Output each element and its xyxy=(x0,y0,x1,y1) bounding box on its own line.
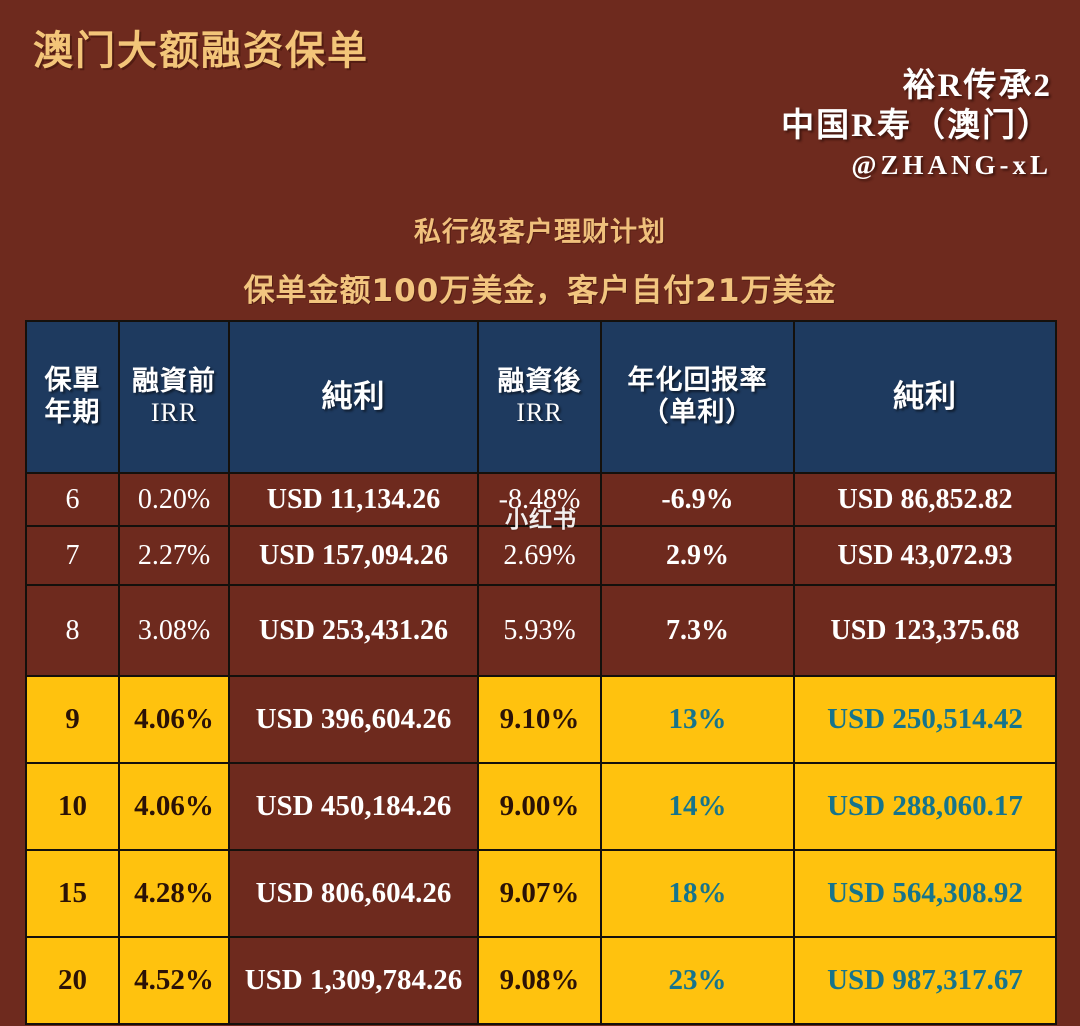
cell-profit-after: USD 86,852.82 xyxy=(793,472,1057,527)
column-header-line-1: 融資前 xyxy=(132,365,216,397)
author-handle: @ZHANG-xL xyxy=(851,149,1052,180)
cell-profit-after: USD 564,308.92 xyxy=(793,849,1057,938)
cell-annualized-return: 13% xyxy=(600,675,795,764)
cell-annualized-return: 2.9% xyxy=(600,525,795,586)
cell-annualized-return: 7.3% xyxy=(600,584,795,677)
cell-irr-before: 4.06% xyxy=(118,675,230,764)
cell-annualized-return: 18% xyxy=(600,849,795,938)
cell-profit-before: USD 806,604.26 xyxy=(228,849,479,938)
cell-profit-before: USD 1,309,784.26 xyxy=(228,936,479,1025)
column-header-irr-after: 融資後 IRR xyxy=(477,320,602,474)
cell-irr-after: -8.48% xyxy=(477,472,602,527)
cell-irr-after: 9.07% xyxy=(477,849,602,938)
column-header-policy-year: 保單 年期 xyxy=(25,320,120,474)
table-row-highlighted: 9 4.06% USD 396,604.26 9.10% 13% USD 250… xyxy=(25,675,1057,764)
subtitle-plan-type: 私行级客户理财计划 xyxy=(414,217,666,248)
cell-irr-before: 4.06% xyxy=(118,762,230,851)
cell-profit-before: USD 157,094.26 xyxy=(228,525,479,586)
cell-irr-after: 2.69% xyxy=(477,525,602,586)
cell-profit-after: USD 288,060.17 xyxy=(793,762,1057,851)
cell-policy-year: 7 xyxy=(25,525,120,586)
brand-block: 裕R传承2 中国R寿（澳门） @ZHANG-xL xyxy=(781,66,1052,181)
column-header-irr-before: 融資前 IRR xyxy=(118,320,230,474)
cell-profit-after: USD 43,072.93 xyxy=(793,525,1057,586)
cell-irr-before: 4.52% xyxy=(118,936,230,1025)
cell-irr-before: 0.20% xyxy=(118,472,230,527)
column-header-latin: IRR xyxy=(516,397,563,427)
table-row-highlighted: 15 4.28% USD 806,604.26 9.07% 18% USD 56… xyxy=(25,849,1057,938)
table-row: 7 2.27% USD 157,094.26 2.69% 2.9% USD 43… xyxy=(25,525,1057,586)
column-header-profit-after: 純利 xyxy=(793,320,1057,474)
cell-profit-after: USD 987,317.67 xyxy=(793,936,1057,1025)
cell-policy-year: 6 xyxy=(25,472,120,527)
cell-irr-after: 9.08% xyxy=(477,936,602,1025)
cell-profit-before: USD 253,431.26 xyxy=(228,584,479,677)
column-header-line-1: 保單 xyxy=(44,365,101,397)
cell-irr-before: 4.28% xyxy=(118,849,230,938)
cell-irr-after: 9.00% xyxy=(477,762,602,851)
cell-policy-year: 10 xyxy=(25,762,120,851)
cell-annualized-return: -6.9% xyxy=(600,472,795,527)
cell-policy-year: 8 xyxy=(25,584,120,677)
column-header-line-1: 純利 xyxy=(893,378,957,415)
column-header-annualized-return: 年化回报率 （单利） xyxy=(600,320,795,474)
cell-profit-before: USD 396,604.26 xyxy=(228,675,479,764)
column-header-line-1: 融資後 xyxy=(497,365,582,397)
cell-profit-after: USD 123,375.68 xyxy=(793,584,1057,677)
policy-returns-table: 保單 年期 融資前 IRR 純利 融資後 IRR 年化回报率 （单利） 純利 xyxy=(25,320,1057,1025)
table-row: 6 0.20% USD 11,134.26 -8.48% -6.9% USD 8… xyxy=(25,472,1057,527)
column-header-line-2: （单利） xyxy=(641,397,754,428)
brand-company-name: 中国R寿（澳门） xyxy=(781,108,1052,145)
table-row-highlighted: 10 4.06% USD 450,184.26 9.00% 14% USD 28… xyxy=(25,762,1057,851)
cell-profit-after: USD 250,514.42 xyxy=(793,675,1057,764)
cell-annualized-return: 14% xyxy=(600,762,795,851)
cell-policy-year: 20 xyxy=(25,936,120,1025)
cell-policy-year: 15 xyxy=(25,849,120,938)
subtitle-policy-amount: 保单金额100万美金，客户自付21万美金 xyxy=(243,273,837,309)
brand-product-name: 裕R传承2 xyxy=(902,68,1052,104)
cell-irr-before: 2.27% xyxy=(118,525,230,586)
cell-profit-before: USD 11,134.26 xyxy=(228,472,479,527)
table-header-row: 保單 年期 融資前 IRR 純利 融資後 IRR 年化回报率 （单利） 純利 xyxy=(25,320,1057,474)
table-body: 6 0.20% USD 11,134.26 -8.48% -6.9% USD 8… xyxy=(25,472,1057,1025)
cell-profit-before: USD 450,184.26 xyxy=(228,762,479,851)
cell-irr-after: 5.93% xyxy=(477,584,602,677)
column-header-line-2: 年期 xyxy=(44,397,101,428)
column-header-profit-before: 純利 xyxy=(228,320,479,474)
column-header-line-1: 純利 xyxy=(321,378,386,415)
cell-annualized-return: 23% xyxy=(600,936,795,1025)
column-header-latin: IRR xyxy=(150,397,198,427)
table-row-highlighted: 20 4.52% USD 1,309,784.26 9.08% 23% USD … xyxy=(25,936,1057,1025)
cell-policy-year: 9 xyxy=(25,675,120,764)
page-title: 澳门大额融资保单 xyxy=(33,28,369,74)
cell-irr-after: 9.10% xyxy=(477,675,602,764)
table-row: 8 3.08% USD 253,431.26 5.93% 7.3% USD 12… xyxy=(25,584,1057,677)
cell-irr-before: 3.08% xyxy=(118,584,230,677)
column-header-line-1: 年化回报率 xyxy=(627,365,768,397)
